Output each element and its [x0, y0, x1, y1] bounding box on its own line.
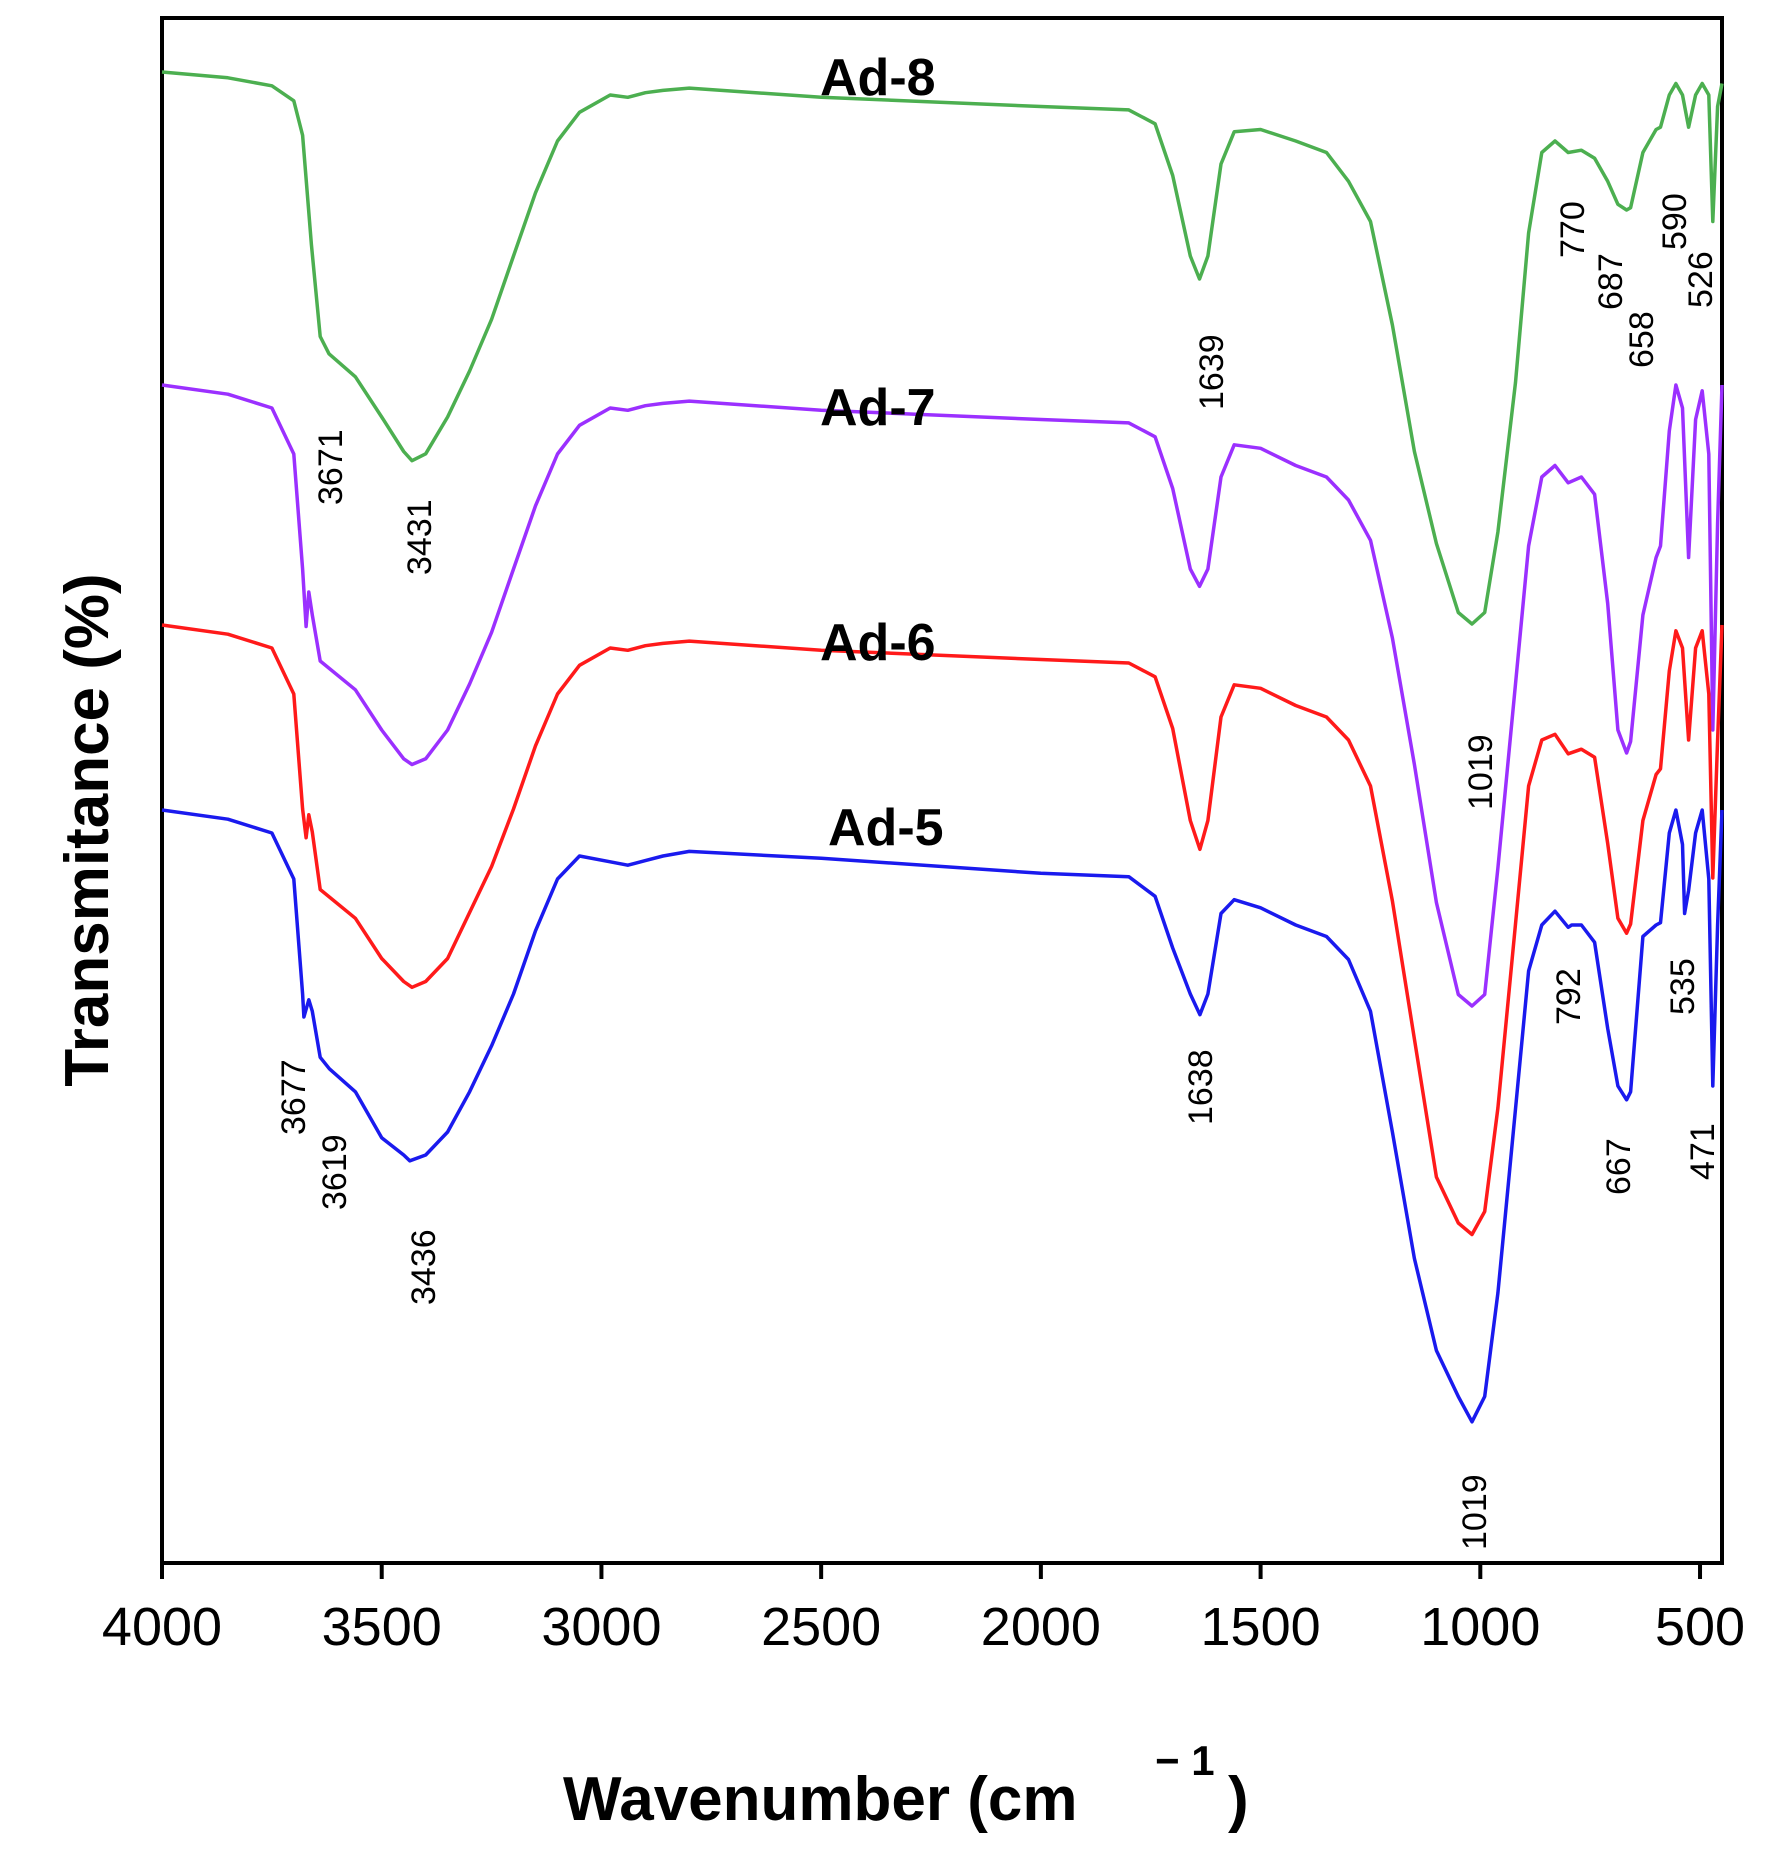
- x-tick-label: 2500: [761, 1597, 881, 1657]
- peak-label: 1638: [1182, 1049, 1220, 1125]
- x-tick-label: 1000: [1420, 1597, 1540, 1657]
- peak-label: 3671: [312, 429, 350, 505]
- peak-label: 535: [1664, 958, 1702, 1015]
- peak-label: 1639: [1193, 334, 1231, 410]
- x-tick-label: 3500: [322, 1597, 442, 1657]
- peak-label: 1019: [1456, 1474, 1494, 1550]
- peak-label: 770: [1554, 201, 1592, 258]
- series-line-ad-6: [161, 623, 1724, 1237]
- x-tick-label: 1500: [1201, 1597, 1321, 1657]
- peak-label: 667: [1600, 1138, 1638, 1195]
- x-axis-title-close: ): [1228, 1765, 1249, 1834]
- peak-label: 3431: [401, 499, 439, 575]
- series-line-ad-5: [161, 808, 1724, 1424]
- x-axis-title-superscript: − 1: [1155, 1737, 1215, 1784]
- series-label-ad7: Ad-7: [820, 379, 936, 437]
- peak-label: 526: [1682, 251, 1720, 308]
- plot-frame: [160, 16, 1724, 1565]
- peak-label: 3436: [405, 1229, 443, 1305]
- series-line-ad-7: [161, 383, 1724, 1008]
- y-axis-title: Transmitance (%): [53, 573, 122, 1086]
- series-line-ad-8: [161, 70, 1724, 626]
- peak-label: 792: [1550, 968, 1588, 1025]
- peak-label: 658: [1623, 311, 1661, 368]
- peak-label: 471: [1684, 1123, 1722, 1180]
- x-axis-title: Wavenumber (cm: [563, 1765, 1078, 1834]
- x-tick-label: 2000: [981, 1597, 1101, 1657]
- series-label-ad6: Ad-6: [820, 614, 936, 672]
- peak-label: 590: [1656, 193, 1694, 250]
- peak-label: 3677: [275, 1059, 313, 1135]
- peak-label: 1019: [1462, 734, 1500, 810]
- x-tick-label: 3000: [541, 1597, 661, 1657]
- x-axis-ticks: 4000 3500 3000 2500 2000 1500 1000 500: [102, 1563, 1745, 1657]
- peak-label: 687: [1592, 253, 1630, 310]
- series-layer: [161, 70, 1724, 1424]
- series-label-ad5: Ad-5: [828, 799, 944, 857]
- x-tick-label: 500: [1655, 1597, 1745, 1657]
- peak-label: 3619: [316, 1134, 354, 1210]
- x-tick-label: 4000: [102, 1597, 222, 1657]
- series-label-ad8: Ad-8: [820, 49, 936, 107]
